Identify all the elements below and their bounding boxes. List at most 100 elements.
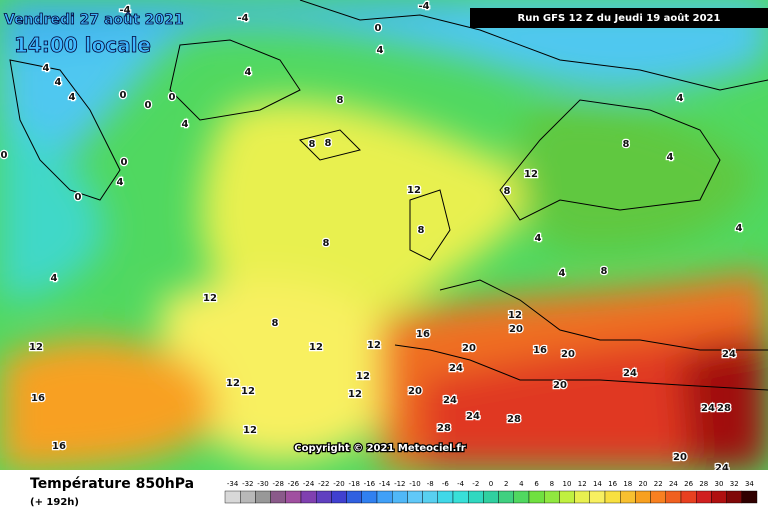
contour-label: 24 xyxy=(443,395,457,406)
color-tick-label: -22 xyxy=(318,480,329,488)
contour-label: 12 xyxy=(226,378,240,389)
color-swatch xyxy=(635,490,651,504)
contour-label: -4 xyxy=(237,13,248,24)
color-swatch xyxy=(468,490,484,504)
contour-label: 4 xyxy=(245,67,252,78)
color-tick-label: 30 xyxy=(715,480,724,488)
color-swatch xyxy=(316,490,332,504)
contour-label: 20 xyxy=(553,380,567,391)
contour-label: 24 xyxy=(623,368,637,379)
contour-label: 12 xyxy=(524,169,538,180)
legend-subtitle: (+ 192h) xyxy=(30,497,79,508)
color-tick-label: 24 xyxy=(669,480,678,488)
contour-label: 12 xyxy=(348,389,362,400)
color-swatch xyxy=(346,490,363,504)
contour-label: 16 xyxy=(533,345,547,356)
color-tick-label: 0 xyxy=(489,480,493,488)
forecast-time: 14:00 locale xyxy=(14,33,151,57)
color-tick-label: -12 xyxy=(394,480,405,488)
temperature-field xyxy=(0,0,768,470)
color-swatch xyxy=(300,490,317,504)
colorbar: -34 -32 -30 -28 -26 -24 -22 -20 -18 -16 -14 -12 -10-… xyxy=(224,480,758,504)
copyright: Copyright © 2021 Meteociel.fr xyxy=(294,443,465,454)
contour-label: 8 xyxy=(337,95,344,106)
color-swatch xyxy=(665,490,682,504)
color-swatch xyxy=(255,490,271,504)
contour-label: 4 xyxy=(677,93,684,104)
coastlines xyxy=(9,0,768,391)
color-swatch xyxy=(513,490,530,504)
contour-label: 16 xyxy=(416,329,430,340)
contour-label: 8 xyxy=(323,238,330,249)
contour-label: 28 xyxy=(437,423,451,434)
contour-label: 28 xyxy=(507,414,521,425)
color-swatch xyxy=(239,490,256,504)
color-swatch xyxy=(498,490,515,504)
contour-label: 0 xyxy=(169,92,176,103)
contour-label: 12 xyxy=(407,185,421,196)
contour-label: 0 xyxy=(75,192,82,203)
contour-label: 12 xyxy=(243,425,257,436)
contour-label: 4 xyxy=(667,152,674,163)
color-swatch xyxy=(422,490,439,504)
color-swatch xyxy=(452,490,469,504)
color-tick-label: -30 xyxy=(257,480,268,488)
color-tick-label: 10 xyxy=(563,480,572,488)
color-tick-label: -4 xyxy=(457,480,465,488)
contour-label: 12 xyxy=(29,342,43,353)
color-tick-label: 14 xyxy=(593,480,602,488)
contour-label: 12 xyxy=(309,342,323,353)
contour-label: 4 xyxy=(51,273,58,284)
contour-label: 24 xyxy=(701,403,715,414)
color-swatch xyxy=(711,490,727,504)
contour-label: 8 xyxy=(309,139,316,150)
color-tick-label: 22 xyxy=(654,480,663,488)
color-swatch xyxy=(620,490,636,504)
color-tick-label: -6 xyxy=(442,480,450,488)
color-tick-label: -34 xyxy=(227,480,239,488)
color-swatch xyxy=(270,490,287,504)
color-swatch xyxy=(224,490,241,504)
contour-label: 20 xyxy=(561,349,575,360)
contour-label: 8 xyxy=(272,318,279,329)
contour-label: 20 xyxy=(408,386,422,397)
contour-label: 16 xyxy=(52,441,66,452)
color-tick-label: 34 xyxy=(745,480,754,488)
color-tick-label: -10 xyxy=(409,480,420,488)
contour-label: 16 xyxy=(31,393,45,404)
legend-title: Température 850hPa xyxy=(30,476,194,492)
color-tick-label: 18 xyxy=(623,480,632,488)
contour-label: 4 xyxy=(736,223,743,234)
contour-label: 8 xyxy=(623,139,630,150)
contour-label: 8 xyxy=(418,225,425,236)
run-box xyxy=(470,8,768,28)
contour-label: 4 xyxy=(55,77,62,88)
contour-label: 0 xyxy=(145,100,152,111)
color-swatch xyxy=(574,490,590,504)
contour-label: 12 xyxy=(356,371,370,382)
color-swatch xyxy=(680,490,697,504)
color-tick-label: -24 xyxy=(303,480,315,488)
contour-label: 8 xyxy=(325,138,332,149)
color-swatch xyxy=(544,490,560,504)
color-tick-label: 16 xyxy=(608,480,617,488)
color-swatch xyxy=(589,490,606,504)
contour-label: 4 xyxy=(377,45,384,56)
color-tick-label: -32 xyxy=(242,480,253,488)
color-tick-label: -16 xyxy=(364,480,376,488)
contour-label: 28 xyxy=(717,403,731,414)
contour-label: 20 xyxy=(509,324,523,335)
color-swatch xyxy=(741,490,758,504)
color-swatch xyxy=(528,490,545,504)
color-swatch xyxy=(437,490,454,504)
color-swatch xyxy=(331,490,347,504)
forecast-date: Vendredi 27 août 2021 xyxy=(4,12,184,28)
contour-label: 0 xyxy=(1,150,8,161)
contour-label: 12 xyxy=(203,293,217,304)
color-tick-label: 26 xyxy=(684,480,693,488)
color-tick-label: 6 xyxy=(534,480,539,488)
contour-label: 4 xyxy=(43,63,50,74)
color-tick-label: -18 xyxy=(348,480,359,488)
color-tick-label: -28 xyxy=(272,480,283,488)
